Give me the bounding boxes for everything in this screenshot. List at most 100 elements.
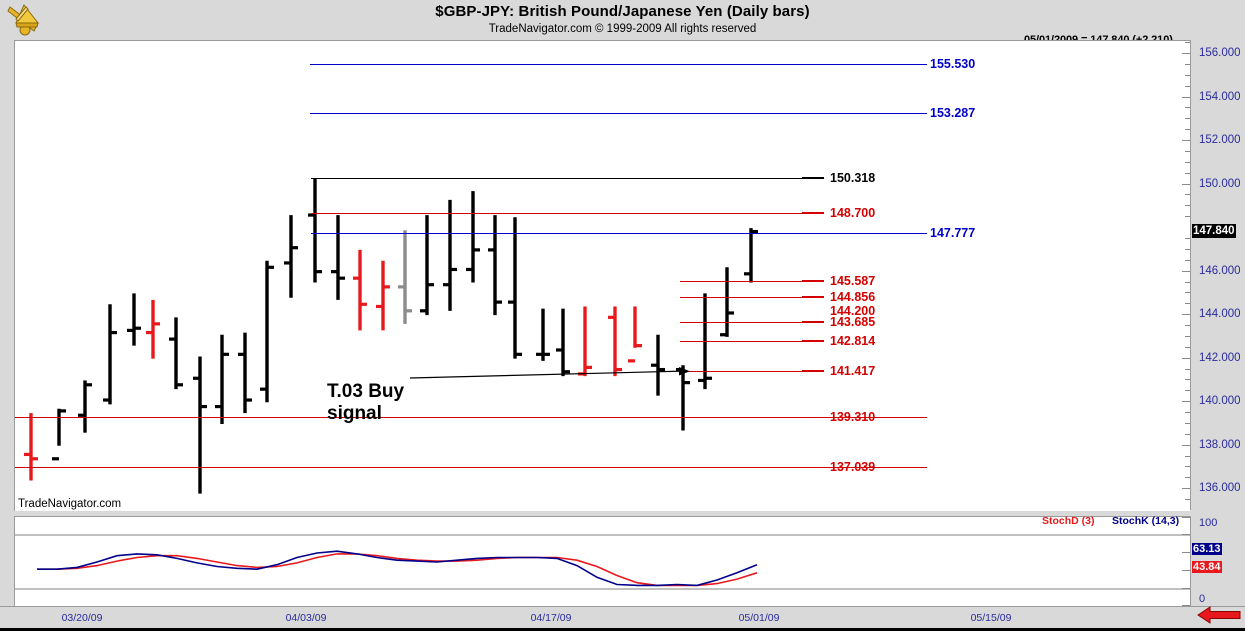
ohlc-bar (146, 299, 160, 359)
left-arrow-cursor (1197, 606, 1241, 624)
price-axis-minor-tick (1185, 248, 1190, 250)
price-axis-minor-tick (1185, 455, 1190, 457)
price-axis-tick (1182, 401, 1190, 403)
price-axis-label: 154.000 (1199, 90, 1241, 103)
date-axis-label: 04/17/09 (530, 612, 572, 624)
price-plot[interactable]: 155.530 153.287 150.318 148.700 147.777 145.5… (14, 40, 1190, 511)
ohlc-bar (466, 191, 480, 283)
price-axis-minor-tick (1185, 150, 1190, 152)
ohlc-bar (169, 317, 183, 390)
price-axis-minor-tick (1185, 259, 1190, 261)
price-axis-minor-tick (1185, 303, 1190, 305)
price-axis-minor-tick (1185, 238, 1190, 239)
price-level-label: 142.814 (830, 333, 876, 348)
stochk-legend: StochK (14,3) (1112, 515, 1180, 527)
price-level-line (680, 322, 802, 324)
price-level-dash (802, 339, 824, 342)
ohlc-bar (536, 308, 550, 361)
ohlc-bar (744, 228, 758, 283)
ohlc-bar (52, 408, 66, 461)
stochastic-axis: 100 0 63.13 43.84 (1182, 516, 1245, 606)
price-level-dash (802, 321, 824, 324)
price-axis-tick (1182, 357, 1190, 359)
price-level-label: 137.039 (830, 459, 876, 474)
price-axis-label: 150.000 (1199, 177, 1241, 190)
price-axis-tick (1182, 444, 1190, 446)
stochastic-panel[interactable] (14, 516, 1190, 607)
price-level-dash (802, 211, 824, 214)
date-axis-label: 05/15/09 (970, 612, 1012, 624)
price-axis-tick (1182, 183, 1190, 185)
price-level-label: 143.685 (830, 315, 876, 330)
price-axis-label: 144.000 (1199, 308, 1241, 321)
price-axis-minor-tick (1185, 346, 1190, 348)
price-axis-minor-tick (1185, 390, 1190, 392)
price-axis-minor-tick (1185, 42, 1190, 44)
price-level-label: 139.310 (830, 410, 876, 425)
ohlc-bar (556, 308, 570, 377)
stochastic-axis-tick (1182, 534, 1190, 535)
page-title: $GBP-JPY: British Pound/Japanese Yen (Da… (435, 3, 810, 20)
price-level-label: 155.530 (930, 57, 976, 72)
date-axis[interactable]: 03/20/09 04/03/09 04/17/09 05/01/09 05/15/09 (0, 606, 1245, 629)
price-axis-tick (1182, 140, 1190, 142)
stochastic-axis-tick (1182, 552, 1190, 553)
stochastic-lines (15, 534, 1190, 590)
price-level-line (310, 64, 927, 66)
price-level-line (311, 177, 802, 179)
price-axis-minor-tick (1185, 63, 1190, 65)
stochk-value-tag: 63.13 (1192, 543, 1222, 556)
price-axis-minor-tick (1185, 379, 1190, 381)
chart-header: $GBP-JPY: British Pound/Japanese Yen (Da… (0, 0, 1245, 40)
price-level-label: 144.200 (830, 303, 876, 318)
date-axis-label: 05/01/09 (738, 612, 780, 624)
price-axis-minor-tick (1185, 161, 1190, 163)
ohlc-bar (651, 334, 665, 396)
date-axis-label: 04/03/09 (285, 612, 327, 624)
ohlc-bar (488, 215, 502, 316)
price-axis-minor-tick (1185, 107, 1190, 109)
price-axis[interactable]: 156.000 154.000 152.000 150.000 146.000 144.0… (1182, 40, 1245, 510)
price-axis-minor-tick (1185, 335, 1190, 337)
price-axis-minor-tick (1185, 499, 1190, 501)
ohlc-bar (127, 293, 141, 346)
ohlc-bar (720, 267, 734, 337)
price-axis-tick (1182, 270, 1190, 272)
stochastic-axis-tick (1182, 588, 1190, 589)
price-axis-label: 152.000 (1199, 134, 1241, 147)
last-price-tag: 147.840 (1192, 223, 1236, 238)
price-level-line (310, 113, 927, 115)
stochastic-axis-tick (1182, 517, 1190, 518)
price-axis-label: 146.000 (1199, 264, 1241, 277)
price-axis-minor-tick (1185, 216, 1190, 218)
price-axis-label: 140.000 (1199, 395, 1241, 408)
price-level-line (15, 417, 927, 419)
ohlc-bar (215, 334, 229, 424)
copyright-subtitle: TradeNavigator.com © 1999-2009 All right… (488, 23, 757, 35)
stochd-legend: StochD (3) (1042, 515, 1095, 527)
price-level-line (311, 232, 927, 234)
price-axis-minor-tick (1185, 118, 1190, 120)
price-axis-minor-tick (1185, 281, 1190, 283)
buy-signal-line1: T.03 Buy (327, 381, 405, 402)
ohlc-bar (376, 260, 390, 331)
price-level-label: 150.318 (830, 170, 876, 185)
price-axis-minor-tick (1185, 422, 1190, 424)
stochd-value-tag: 43.84 (1192, 560, 1222, 573)
price-axis-minor-tick (1185, 205, 1190, 207)
price-level-dash (802, 279, 824, 282)
ohlc-bar (353, 249, 367, 331)
price-axis-minor-tick (1185, 412, 1190, 414)
price-axis-tick (1182, 314, 1190, 316)
stochastic-axis-tick (1182, 570, 1190, 571)
price-level-dash (802, 176, 824, 179)
ohlc-bar (508, 217, 522, 359)
price-axis-label: 142.000 (1199, 351, 1241, 364)
price-level-label: 141.417 (830, 364, 876, 379)
price-axis-tick (1182, 53, 1190, 55)
price-axis-minor-tick (1185, 85, 1190, 87)
bottom-border (0, 628, 1245, 631)
price-axis-minor-tick (1185, 129, 1190, 131)
buy-signal-line2: signal (327, 402, 382, 424)
